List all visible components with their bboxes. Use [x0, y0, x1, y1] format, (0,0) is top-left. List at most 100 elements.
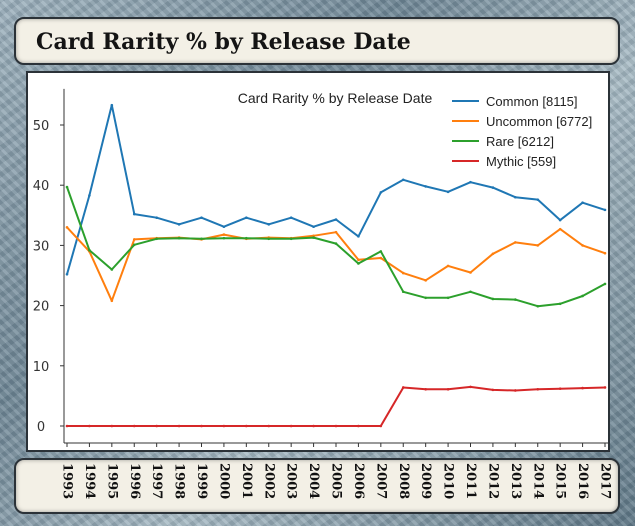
data-point: [132, 243, 136, 247]
x-tick-label: 2002: [261, 463, 276, 499]
x-tick-label: 2017: [598, 463, 613, 499]
title-bar: Card Rarity % by Release Date: [14, 17, 620, 65]
data-point: [424, 387, 427, 391]
x-tick-label: 1996: [127, 463, 142, 499]
data-point: [289, 216, 293, 220]
data-point: [469, 385, 472, 389]
data-point: [200, 237, 203, 241]
data-point: [289, 237, 293, 241]
plot-panel: [26, 71, 610, 452]
data-point: [88, 424, 91, 428]
data-point: [88, 248, 91, 252]
data-point: [536, 304, 540, 308]
data-point: [222, 236, 226, 240]
data-point: [200, 424, 203, 428]
data-point: [357, 235, 360, 238]
data-point: [110, 103, 114, 107]
data-point: [514, 298, 517, 301]
data-point: [558, 227, 562, 231]
series-line-4: [67, 385, 606, 427]
data-point: [155, 216, 158, 220]
data-point: [446, 190, 450, 194]
data-point: [581, 386, 584, 390]
data-point: [357, 262, 360, 265]
data-point: [491, 388, 495, 392]
data-point: [446, 296, 450, 300]
legend-label: Rare [6212]: [486, 134, 554, 149]
x-tick-label: 2006: [351, 463, 366, 499]
data-point: [312, 236, 315, 239]
data-point: [379, 424, 383, 428]
data-point: [132, 212, 136, 216]
data-point: [312, 424, 315, 428]
data-point: [222, 424, 226, 428]
data-point: [334, 242, 338, 245]
data-point: [401, 178, 405, 182]
y-tick-label: 50: [33, 119, 50, 134]
x-tick-label: 1998: [172, 463, 187, 499]
y-tick-label: 40: [33, 179, 50, 194]
data-point: [581, 244, 584, 247]
x-tick-label: 1999: [194, 463, 209, 499]
data-point: [603, 282, 607, 286]
data-point: [514, 195, 517, 199]
data-point: [491, 186, 495, 189]
data-point: [491, 252, 495, 256]
data-point: [65, 424, 69, 428]
data-point: [401, 271, 405, 275]
x-tick-label: 2011: [463, 463, 478, 499]
data-point: [536, 244, 540, 247]
x-tick-label: 2009: [418, 463, 433, 499]
series-line-3: [66, 186, 606, 308]
series-line-1: [66, 104, 606, 275]
x-tick-label: 1994: [82, 463, 97, 499]
data-point: [581, 294, 584, 298]
data-point: [110, 424, 114, 428]
data-point: [334, 424, 338, 428]
data-point: [469, 271, 472, 274]
data-point: [491, 297, 495, 301]
x-tick-label: 2010: [441, 463, 456, 499]
data-point: [469, 180, 472, 184]
data-point: [245, 424, 248, 428]
data-point: [222, 233, 226, 236]
data-point: [424, 279, 427, 282]
data-point: [88, 194, 91, 197]
series-line-2: [66, 226, 606, 302]
data-point: [446, 264, 450, 268]
data-point: [245, 236, 248, 240]
x-tick-label: 2007: [373, 463, 388, 499]
data-point: [132, 238, 136, 241]
y-tick-label: 30: [33, 239, 50, 254]
y-tick-label: 0: [37, 420, 45, 435]
data-point: [469, 290, 472, 294]
data-point: [401, 386, 405, 389]
y-tick-label: 20: [33, 300, 50, 315]
data-point: [603, 208, 607, 212]
data-point: [177, 236, 181, 240]
data-point: [334, 230, 338, 234]
data-point: [65, 226, 69, 229]
data-point: [401, 290, 405, 294]
x-tick-label: 2004: [306, 463, 321, 499]
x-tick-label: 1993: [60, 463, 75, 499]
data-point: [110, 299, 114, 303]
data-point: [603, 251, 607, 255]
data-point: [357, 424, 360, 428]
data-point: [177, 223, 181, 226]
legend-label: Mythic [559]: [486, 154, 556, 169]
chart-title: Card Rarity % by Release Date: [238, 90, 433, 106]
data-point: [424, 296, 427, 300]
data-point: [267, 223, 271, 226]
data-point: [379, 191, 383, 194]
x-tick-label: 1995: [104, 463, 119, 499]
x-axis-label-bar: [14, 458, 620, 514]
x-tick-label: 2012: [485, 463, 500, 499]
x-tick-label: 2003: [284, 463, 299, 499]
data-point: [110, 268, 114, 271]
x-tick-label: 2000: [216, 463, 231, 499]
data-point: [514, 241, 517, 244]
data-point: [267, 424, 271, 428]
y-tick-label: 10: [33, 360, 50, 375]
